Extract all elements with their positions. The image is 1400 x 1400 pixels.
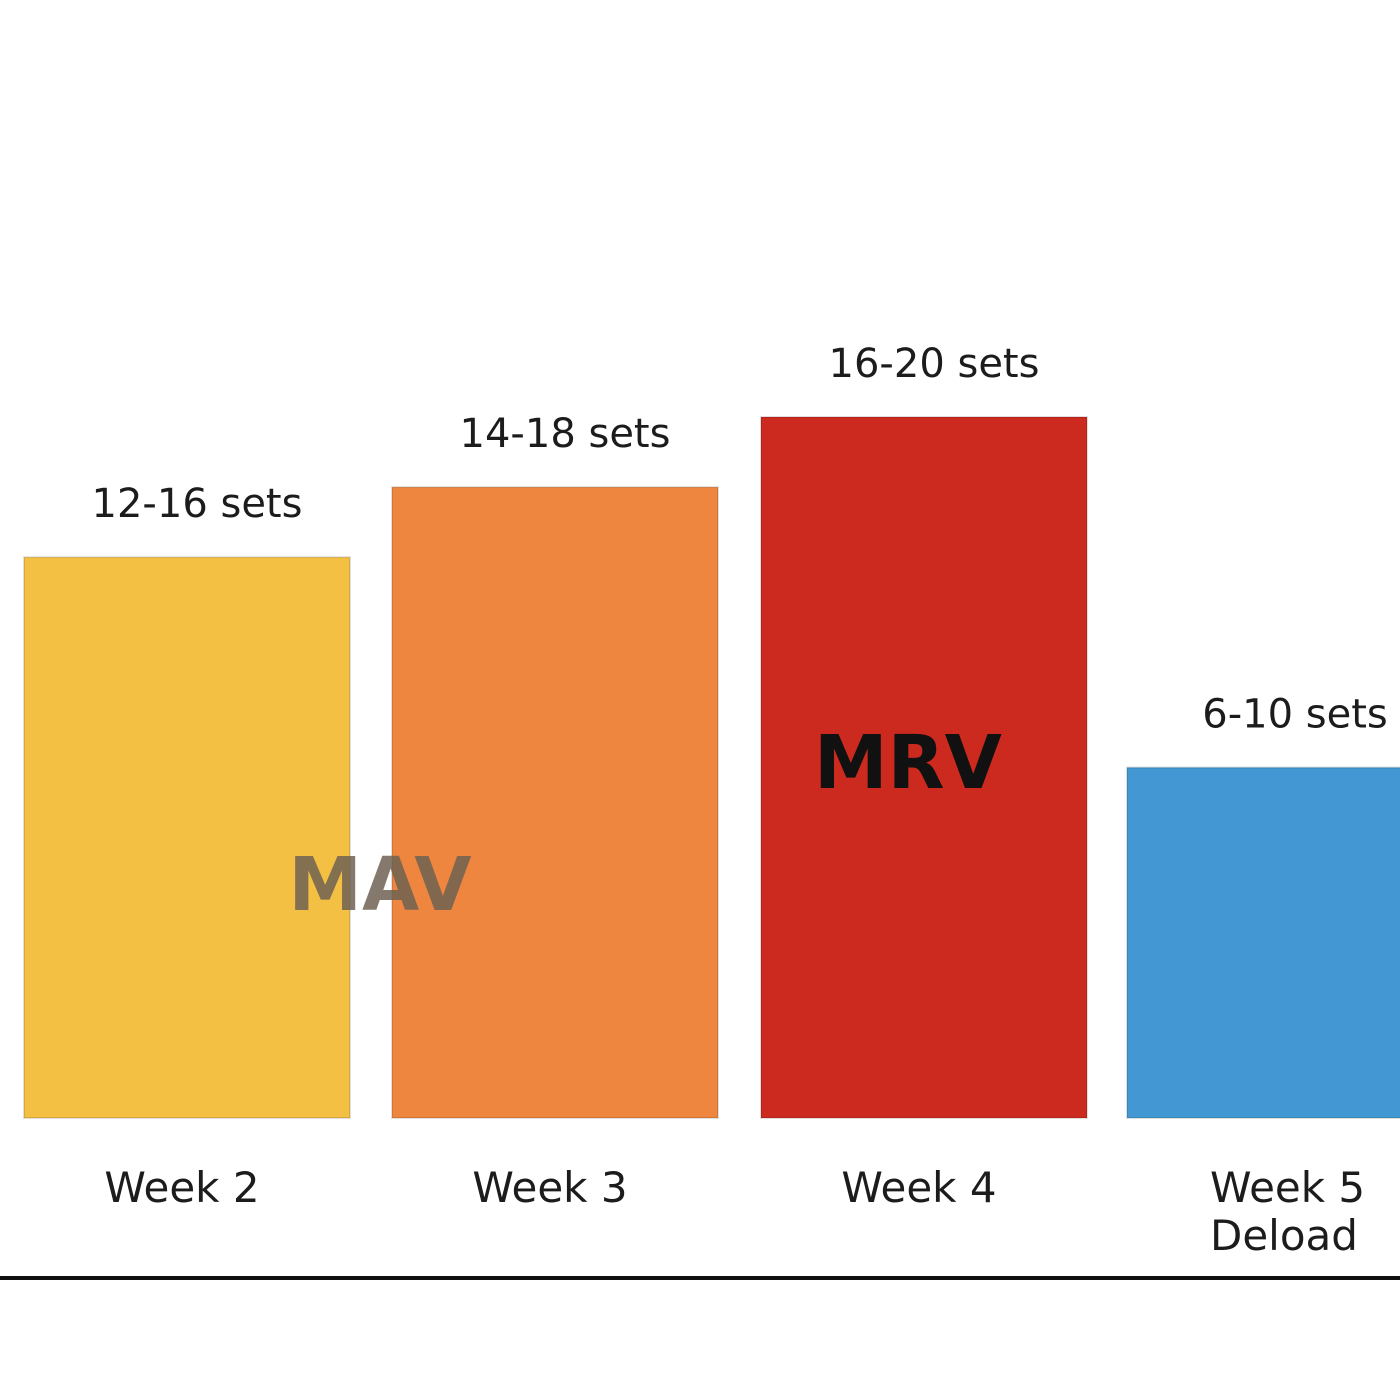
value-label-3: 16-20 sets — [829, 341, 1040, 387]
value-label-1: 12-16 sets — [92, 481, 303, 527]
category-label-3: Week 4 — [841, 1163, 996, 1212]
value-label-4: 6-10 sets — [1202, 692, 1387, 738]
bar-1 — [23, 556, 351, 1119]
category-label-1: Week 2 — [104, 1163, 259, 1212]
mrv-annotation: MRV — [814, 720, 1002, 806]
value-labels-group: 12-16 sets 14-18 sets 16-20 sets 6-10 sets — [92, 341, 1388, 738]
value-label-2: 14-18 sets — [460, 411, 671, 457]
bars-group — [23, 416, 1400, 1120]
bar-3 — [760, 416, 1088, 1119]
bar-4 — [1126, 766, 1400, 1119]
mav-annotation: MAV — [288, 842, 471, 928]
category-labels-group: Week 2 Week 3 Week 4 Week 5 Deload — [104, 1163, 1365, 1260]
category-label-4: Week 5 Deload — [1210, 1163, 1365, 1260]
category-label-2: Week 3 — [472, 1163, 627, 1212]
bar-2 — [391, 486, 719, 1120]
